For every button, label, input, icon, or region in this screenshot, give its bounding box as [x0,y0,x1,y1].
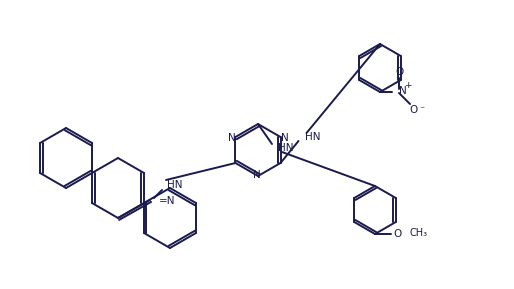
Text: N: N [253,170,261,180]
Text: O: O [395,67,403,77]
Text: HN: HN [278,143,293,153]
Text: +: + [404,81,412,90]
Text: HN: HN [167,180,183,190]
Text: N: N [281,133,288,143]
Text: HN: HN [305,132,320,142]
Text: N: N [228,133,235,143]
Text: =N: =N [159,196,175,206]
Text: O: O [410,105,418,115]
Text: O: O [393,229,401,239]
Text: ⁻: ⁻ [419,105,425,115]
Text: N: N [399,86,407,96]
Text: CH₃: CH₃ [410,228,428,238]
